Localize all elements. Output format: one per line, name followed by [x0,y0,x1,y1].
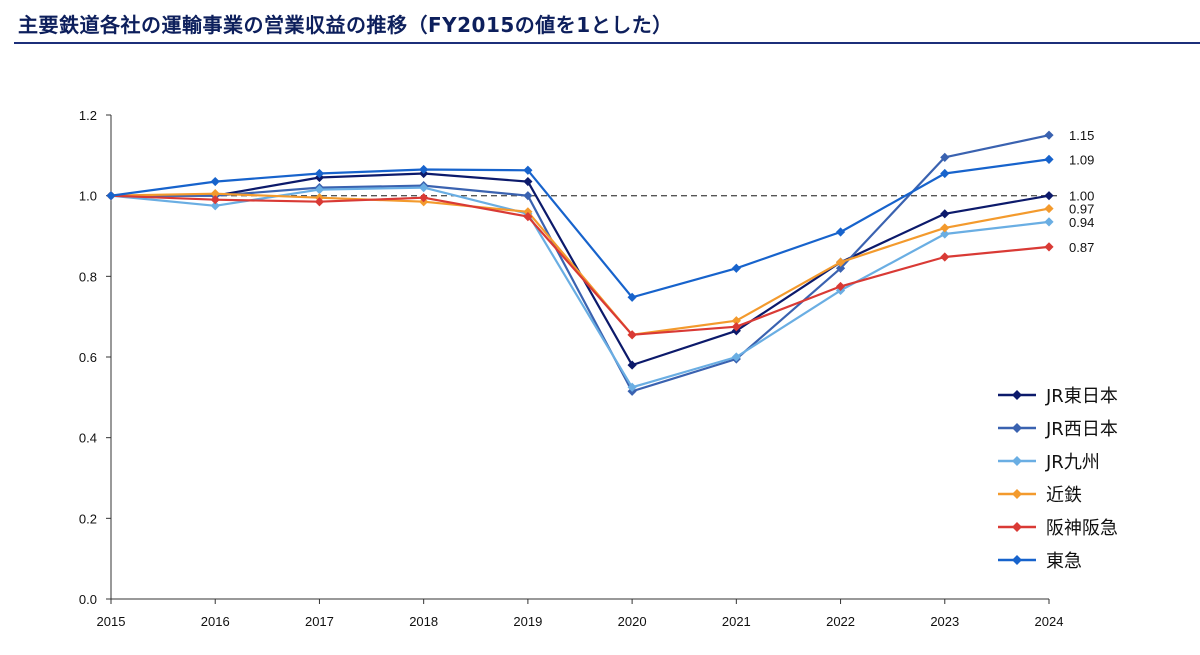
series-3 [106,189,1054,340]
end-value-label: 0.97 [1069,202,1094,217]
data-point [835,281,846,292]
data-point [314,185,325,195]
legend-marker [1012,489,1022,499]
data-point [731,263,741,273]
x-tick-label: 2021 [722,614,751,629]
series-0 [106,168,1054,370]
x-tick-label: 2023 [930,614,959,629]
data-point [940,209,950,219]
legend-marker [1012,423,1022,433]
x-tick-label: 2015 [97,614,126,629]
data-point [314,197,325,207]
legend-item: 東急 [998,551,1082,572]
legend-label: JR東日本 [1045,386,1118,407]
x-tick-label: 2017 [305,614,334,629]
legend-marker [1012,390,1022,400]
legend-item: 阪神阪急 [998,518,1118,539]
legend-marker [1012,555,1022,565]
legend-label: 東急 [1046,551,1082,572]
end-value-label: 0.87 [1069,240,1094,255]
end-value-label: 0.94 [1069,215,1094,230]
end-value-label: 1.00 [1069,189,1094,204]
legend-item: JR九州 [998,452,1100,473]
data-point [731,322,741,332]
data-point [627,360,637,370]
title-bar: 主要鉄道各社の運輸事業の営業収益の推移（FY2015の値を1とした） [0,0,1200,44]
y-tick-label: 0.0 [79,592,97,607]
data-point [627,292,637,302]
data-point [940,229,950,239]
data-point [523,191,533,201]
data-point [523,165,533,175]
data-point [731,316,741,326]
y-tick-label: 1.0 [79,189,97,204]
data-point [523,212,533,222]
data-point [210,189,220,199]
data-point [523,176,533,187]
y-tick-label: 0.8 [79,269,97,284]
x-tick-label: 2020 [618,614,647,629]
data-point [523,207,533,217]
series-line [110,192,1050,336]
series-line [110,186,1050,389]
data-point [419,183,429,193]
y-tick-label: 0.2 [79,511,97,526]
legend-marker [1012,456,1022,466]
data-point [940,168,950,179]
series-5 [106,154,1054,302]
data-point [627,382,637,392]
data-point [210,195,220,205]
end-value-label: 1.09 [1069,152,1094,167]
data-point [1044,191,1054,201]
legend-marker [1012,522,1022,532]
y-tick-label: 0.6 [79,350,97,365]
data-point [940,152,950,162]
data-point [940,223,950,233]
data-point [419,193,429,203]
series-1 [106,130,1054,396]
data-point [1044,203,1054,214]
data-point [210,201,220,211]
y-tick-label: 0.4 [79,431,97,446]
series-line [111,134,1050,393]
data-point [1044,242,1054,252]
data-point [106,191,116,201]
data-point [419,164,429,175]
data-point [835,257,846,267]
x-tick-label: 2018 [409,614,438,629]
series-line [110,158,1050,299]
y-tick-label: 1.2 [79,108,97,123]
legend-label: JR西日本 [1045,419,1118,440]
x-tick-label: 2024 [1035,614,1064,629]
data-point [940,252,950,262]
series-line [110,194,1050,336]
end-value-label: 1.15 [1069,128,1094,143]
x-tick-label: 2019 [513,614,542,629]
legend-label: 近鉄 [1046,485,1082,506]
data-point [627,330,637,340]
series-line [111,172,1050,367]
data-point [1044,217,1054,227]
series-2 [106,183,1054,392]
legend-label: 阪神阪急 [1046,518,1118,539]
legend-item: JR西日本 [998,419,1118,440]
series-4 [106,191,1054,340]
legend-item: 近鉄 [998,485,1082,506]
data-point [1044,130,1054,140]
data-point [210,176,220,187]
data-point [835,263,846,273]
data-point [1044,154,1054,164]
data-point [314,168,325,179]
legend-label: JR九州 [1045,452,1100,473]
data-point [835,227,846,237]
x-tick-label: 2016 [201,614,230,629]
chart-title: 主要鉄道各社の運輸事業の営業収益の推移（FY2015の値を1とした） [18,13,673,37]
legend-item: JR東日本 [998,386,1118,407]
title-underline [14,42,1200,44]
x-tick-label: 2022 [826,614,855,629]
data-point [731,352,741,362]
